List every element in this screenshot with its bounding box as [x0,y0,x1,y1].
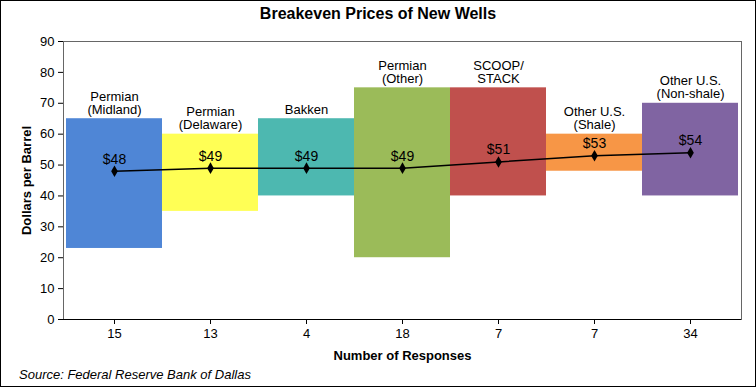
svg-text:30: 30 [40,219,54,234]
svg-text:7: 7 [591,326,598,341]
svg-text:$48: $48 [103,151,127,167]
svg-text:$49: $49 [391,148,415,164]
svg-text:$49: $49 [295,148,319,164]
svg-text:34: 34 [683,326,697,341]
svg-text:$53: $53 [583,135,607,151]
svg-text:Other U.S.(Shale): Other U.S.(Shale) [564,104,625,132]
svg-text:50: 50 [40,157,54,172]
svg-text:Number of Responses: Number of Responses [334,348,472,363]
svg-text:SCOOP/STACK: SCOOP/STACK [473,58,524,86]
svg-text:Bakken: Bakken [285,102,328,117]
svg-text:60: 60 [40,126,54,141]
html-text:Source: Federal Reserve Bank o: Source: Federal Reserve Bank of Dallas [19,367,251,382]
svg-text:Dollars per Barrel: Dollars per Barrel [19,126,34,235]
svg-text:$51: $51 [487,141,511,157]
svg-text:Permian(Other): Permian(Other) [378,58,426,86]
svg-text:10: 10 [40,281,54,296]
svg-text:Permian(Delaware): Permian(Delaware) [179,104,243,132]
svg-text:Permian(Midland): Permian(Midland) [87,89,141,117]
html-text:Breakeven Prices of New Wells: Breakeven Prices of New Wells [259,5,497,22]
svg-text:$54: $54 [679,132,703,148]
svg-text:7: 7 [495,326,502,341]
svg-text:15: 15 [107,326,121,341]
svg-text:$49: $49 [199,148,223,164]
svg-text:40: 40 [40,188,54,203]
svg-text:4: 4 [303,326,310,341]
svg-text:Other U.S.(Non-shale): Other U.S.(Non-shale) [657,73,725,101]
svg-text:18: 18 [395,326,409,341]
svg-text:13: 13 [203,326,217,341]
svg-text:0: 0 [47,312,54,327]
svg-text:70: 70 [40,95,54,110]
svg-text:90: 90 [40,34,54,49]
svg-text:80: 80 [40,65,54,80]
svg-text:20: 20 [40,250,54,265]
